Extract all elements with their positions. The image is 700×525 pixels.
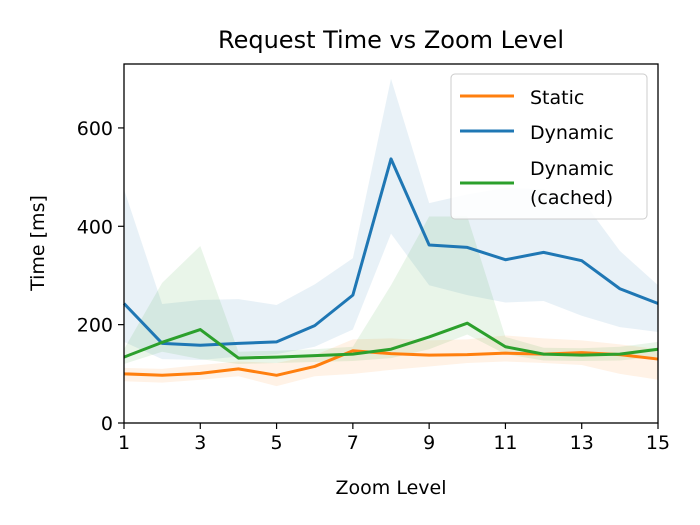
legend-label-2: Dynamic (cached) <box>530 158 614 209</box>
legend-label-1: Dynamic <box>530 122 614 144</box>
x-tick-label: 15 <box>646 432 670 454</box>
line-series-1 <box>122 157 659 347</box>
x-tick-label: 13 <box>570 432 594 454</box>
band-series-2 <box>124 216 658 364</box>
x-tick-label: 5 <box>271 432 283 454</box>
x-tick-label: 11 <box>493 432 517 454</box>
y-axis-label: Time [ms] <box>27 195 49 292</box>
line-series-2 <box>123 321 659 360</box>
x-tick-label: 1 <box>118 432 130 454</box>
y-tick-label: 0 <box>101 413 113 435</box>
chart-title: Request Time vs Zoom Level <box>218 26 564 54</box>
y-tick-label: 600 <box>77 118 113 140</box>
x-tick-label: 3 <box>194 432 206 454</box>
y-axis: 0 200 400 600 <box>77 118 124 435</box>
legend-label-0: Static <box>530 87 584 109</box>
line-series-0 <box>123 349 659 377</box>
x-tick-label: 9 <box>423 432 435 454</box>
x-axis-label: Zoom Level <box>336 477 447 499</box>
legend: Static Dynamic Dynamic (cached) <box>450 73 648 220</box>
y-tick-label: 400 <box>77 216 113 238</box>
series-lines <box>122 157 659 377</box>
plot-frame <box>123 63 659 424</box>
y-tick-label: 200 <box>77 315 113 337</box>
x-tick-label: 7 <box>347 432 359 454</box>
x-axis: 1 3 5 7 9 11 13 15 <box>118 423 670 454</box>
band-series-1 <box>124 78 658 361</box>
